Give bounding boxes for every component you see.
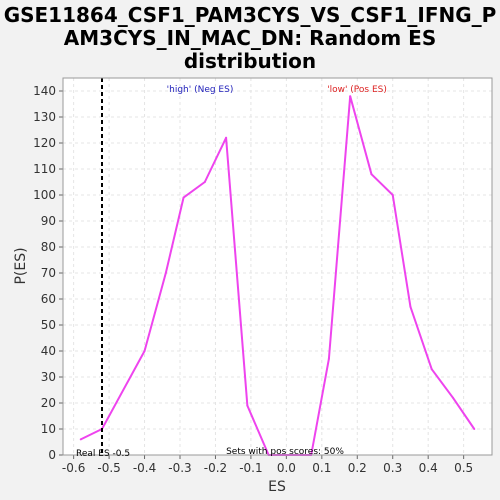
data-point	[246, 404, 249, 407]
y-tick-label: 70	[41, 266, 56, 280]
data-point	[391, 194, 394, 196]
y-tick-label: 60	[41, 292, 56, 306]
x-tick-label: -0.3	[168, 461, 191, 475]
y-tick-label: 90	[41, 214, 56, 228]
grid-lines	[63, 78, 492, 456]
chart-title-line-3: distribution	[184, 49, 316, 73]
y-tick-label: 50	[41, 318, 56, 332]
x-tick-label: -0.1	[239, 461, 262, 475]
x-tick-label: 0.0	[277, 461, 296, 475]
y-tick-label: 20	[41, 396, 56, 410]
low-pos-es-label: 'low' (Pos ES)	[327, 85, 387, 95]
y-tick-label: 130	[33, 110, 56, 124]
chart-title-line-1: GSE11864_CSF1_PAM3CYS_VS_CSF1_IFNG_P	[4, 3, 497, 27]
y-axis-ticks: 0 10 20 30 40 50 60 70 80 90 100 110 120 130 140	[33, 84, 63, 462]
plot-area	[63, 78, 492, 455]
data-point	[430, 368, 433, 371]
high-neg-es-label: 'high' (Neg ES)	[167, 85, 234, 95]
y-tick-label: 120	[33, 136, 56, 150]
y-tick-label: 40	[41, 344, 56, 358]
y-tick-label: 80	[41, 240, 56, 254]
data-point	[164, 272, 167, 274]
chart-title: GSE11864_CSF1_PAM3CYS_VS_CSF1_IFNG_P AM3…	[4, 3, 497, 73]
x-tick-label: 0.4	[419, 461, 438, 475]
data-point	[225, 136, 228, 139]
y-tick-label: 0	[48, 448, 56, 462]
x-tick-label: -0.6	[62, 461, 85, 475]
data-point	[203, 181, 206, 183]
data-point	[327, 357, 330, 360]
x-tick-label: -0.2	[204, 461, 227, 475]
y-tick-label: 100	[33, 188, 56, 202]
data-point	[409, 305, 412, 308]
x-tick-label: 0.3	[383, 461, 402, 475]
chart-title-line-2: AM3CYS_IN_MAC_DN: Random ES	[64, 26, 436, 50]
data-point	[182, 196, 185, 199]
y-tick-label: 140	[33, 84, 56, 98]
x-tick-label: -0.4	[133, 461, 156, 475]
data-point	[473, 428, 476, 430]
real-es-label: Real ES -0.5	[76, 449, 130, 459]
x-tick-label: -0.5	[97, 461, 120, 475]
x-axis-ticks: -0.6 -0.5 -0.4 -0.3 -0.2 -0.1 0.0 0.1 0.2 0.3 0.4 0…	[62, 455, 473, 475]
y-axis-label: P(ES)	[13, 247, 29, 284]
x-axis-label: ES	[268, 479, 286, 495]
data-point	[143, 350, 146, 352]
x-tick-label: 0.1	[312, 461, 331, 475]
data-point	[370, 173, 373, 176]
sets-pos-scores-label: Sets with pos scores: 50%	[226, 447, 344, 457]
y-tick-label: 10	[41, 422, 56, 436]
x-tick-label: 0.5	[454, 461, 473, 475]
plot-frame	[62, 77, 493, 456]
data-point	[79, 438, 82, 441]
y-tick-label: 110	[33, 162, 56, 176]
data-point	[452, 396, 454, 399]
x-tick-label: 0.2	[348, 461, 367, 475]
y-tick-label: 30	[41, 370, 56, 384]
data-point	[349, 95, 352, 98]
